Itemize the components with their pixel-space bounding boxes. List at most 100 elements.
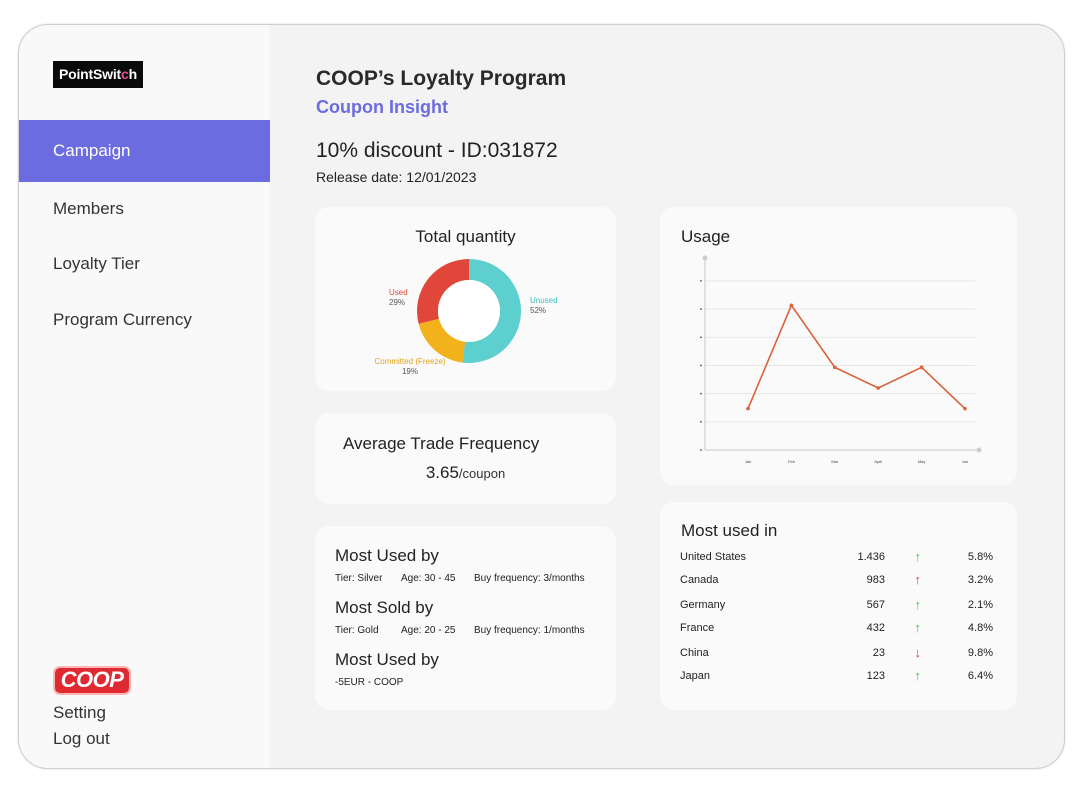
- logout-link[interactable]: Log out: [53, 729, 110, 748]
- country-name: Canada: [680, 574, 719, 586]
- country-value: 432: [866, 622, 885, 634]
- country-name: France: [680, 622, 715, 634]
- unused-name: Unused: [530, 296, 558, 305]
- sold-by-frequency: Buy frequency: 1/months: [474, 625, 585, 636]
- app-window: PointSwitch Campaign Members Loyalty Tie…: [18, 24, 1065, 769]
- x-tick-label: Mar: [831, 459, 839, 464]
- y-tick-mark: [700, 364, 702, 367]
- logo-text-2: c: [120, 66, 129, 82]
- trend-arrow-icon: ↑: [914, 597, 922, 612]
- sidebar-item-campaign[interactable]: Campaign: [19, 120, 270, 182]
- most-used-card: Most Used by Tier: Silver Age: 30 - 45 Buy…: [315, 526, 616, 710]
- most-used-by-2-value: -5EUR - COOP: [335, 677, 404, 688]
- y-axis-cap: [702, 255, 708, 261]
- donut-label-committed: Committed (Freeze) 19%: [355, 357, 465, 377]
- country-value: 23: [872, 647, 885, 659]
- y-tick-mark: [700, 392, 702, 395]
- country-row: Germany 567 ↑ 2.1%: [680, 597, 993, 617]
- pointswitch-logo: PointSwitch: [53, 61, 143, 88]
- trade-frequency-value-wrap: 3.65/coupon: [315, 463, 616, 483]
- committed-percent: 19%: [401, 367, 418, 376]
- usage-data-point: [789, 303, 794, 308]
- sidebar-item-label: Campaign: [53, 141, 131, 160]
- trend-arrow-icon: ↑: [914, 572, 922, 587]
- country-name: China: [680, 647, 709, 659]
- usage-data-point: [919, 365, 924, 370]
- release-date: Release date: 12/01/2023: [316, 169, 477, 185]
- sidebar: PointSwitch Campaign Members Loyalty Tie…: [19, 25, 270, 768]
- usage-data-point: [746, 406, 750, 411]
- used-by-frequency: Buy frequency: 3/months: [474, 573, 585, 584]
- country-row: Japan 123 ↑ 6.4%: [680, 668, 993, 688]
- country-name: United States: [680, 551, 747, 563]
- setting-link[interactable]: Setting: [53, 703, 106, 722]
- donut-chart: [417, 259, 521, 363]
- country-percent: 6.4%: [967, 670, 993, 682]
- country-percent: 9.8%: [967, 647, 993, 659]
- trade-frequency-title: Average Trade Frequency: [343, 434, 540, 453]
- country-percent: 3.2%: [967, 574, 993, 586]
- x-tick-label: May: [918, 459, 926, 464]
- donut-segment-used: [417, 259, 469, 324]
- country-percent: 5.8%: [967, 551, 993, 563]
- country-value: 123: [866, 670, 885, 682]
- country-value: 567: [866, 599, 885, 611]
- used-name: Used: [389, 288, 408, 297]
- country-name: Japan: [680, 670, 710, 682]
- usage-data-point: [963, 406, 967, 411]
- x-tick-label: Jun: [962, 459, 968, 464]
- y-tick-mark: [700, 420, 702, 423]
- trend-arrow-icon: ↑: [914, 668, 922, 683]
- country-percent: 4.8%: [967, 622, 993, 634]
- country-row: United States 1.436 ↑ 5.8%: [680, 549, 993, 569]
- country-row: China 23 ↓ 9.8%: [680, 645, 993, 665]
- most-used-by-title: Most Used by: [335, 546, 439, 565]
- trade-frequency-card: Average Trade Frequency 3.65/coupon: [315, 413, 616, 504]
- total-quantity-card: Total quantity Used 29% Unused 52% Commi…: [315, 207, 616, 391]
- y-tick-mark: [700, 449, 702, 451]
- donut-label-used: Used 29%: [389, 288, 408, 308]
- country-percent: 2.1%: [967, 599, 993, 611]
- most-sold-by-meta: Tier: Gold Age: 20 - 25 Buy frequency: 1/m…: [335, 625, 585, 636]
- donut-segments: [417, 259, 521, 363]
- coop-logo: COOP: [53, 666, 131, 695]
- main-content: COOP’s Loyalty Program Coupon Insight 10…: [270, 25, 1064, 768]
- committed-name: Committed (Freeze): [374, 357, 446, 366]
- trend-arrow-icon: ↑: [914, 549, 922, 564]
- sold-by-age: Age: 20 - 25: [401, 625, 456, 636]
- sidebar-item-members[interactable]: Members: [19, 178, 270, 240]
- sidebar-item-loyalty-tier[interactable]: Loyalty Tier: [19, 233, 270, 295]
- donut-segment-committed-freeze: [418, 318, 466, 363]
- sidebar-item-label: Program Currency: [53, 310, 192, 329]
- trade-frequency-unit: /coupon: [458, 466, 506, 481]
- usage-series-line: [747, 303, 966, 410]
- sold-by-tier: Tier: Gold: [335, 625, 379, 636]
- page-title: COOP’s Loyalty Program: [316, 67, 567, 90]
- sidebar-item-label: Loyalty Tier: [53, 254, 140, 273]
- logo-text-1: PointSwit: [59, 66, 121, 82]
- most-used-by-2-title: Most Used by: [335, 650, 439, 669]
- used-by-tier: Tier: Silver: [335, 573, 383, 584]
- trend-arrow-icon: ↑: [914, 620, 922, 635]
- country-name: Germany: [680, 599, 726, 611]
- x-tick-label: Feb: [788, 459, 796, 464]
- usage-data-point: [833, 365, 837, 370]
- usage-card: Usage Jan Feb Mar April May Jun: [660, 207, 1017, 485]
- usage-line-chart: Jan Feb Mar April May Jun: [700, 255, 982, 464]
- most-used-by-meta: Tier: Silver Age: 30 - 45 Buy frequency: 3…: [335, 573, 585, 584]
- donut-hole: [438, 280, 500, 342]
- used-by-age: Age: 30 - 45: [401, 573, 456, 584]
- y-tick-mark: [700, 308, 702, 310]
- country-value: 1.436: [857, 551, 885, 563]
- trend-arrow-icon: ↓: [914, 645, 922, 660]
- country-row: Canada 983 ↑ 3.2%: [680, 572, 993, 592]
- sidebar-item-program-currency[interactable]: Program Currency: [19, 289, 270, 351]
- x-tick-label: April: [874, 459, 882, 464]
- x-tick-label: Jan: [745, 459, 751, 464]
- usage-title: Usage: [681, 227, 731, 246]
- usage-data-point: [876, 386, 880, 390]
- donut-label-unused: Unused 52%: [530, 296, 558, 316]
- country-row: France 432 ↑ 4.8%: [680, 620, 993, 640]
- page-subtitle: Coupon Insight: [316, 97, 448, 117]
- most-sold-by-title: Most Sold by: [335, 598, 434, 617]
